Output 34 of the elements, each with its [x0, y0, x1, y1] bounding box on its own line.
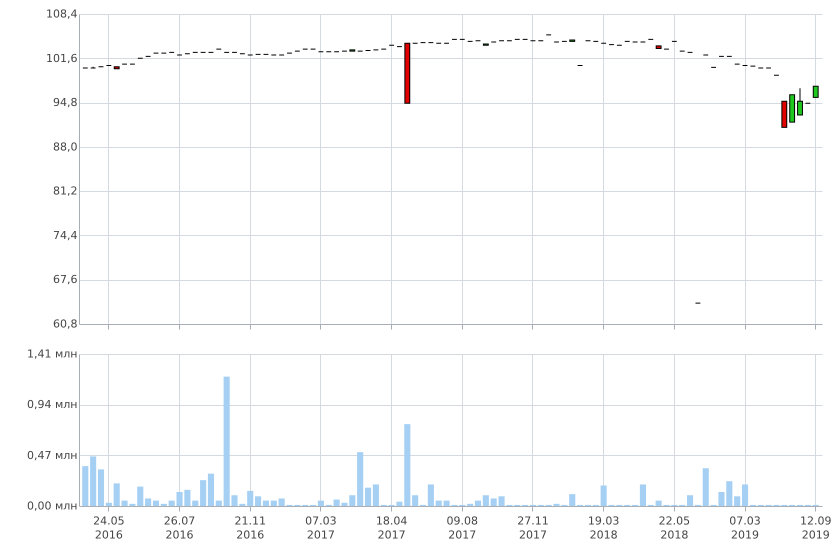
x-tick-label: 26.07 2016 [164, 514, 196, 542]
bar [474, 500, 482, 506]
bar [152, 500, 160, 506]
y-tick-label: 94,8 [53, 96, 78, 110]
bar [364, 488, 372, 506]
candlestick [797, 88, 803, 116]
y-tick-label: 0,00 млн [26, 500, 78, 512]
y-tick-label: 60,8 [53, 318, 78, 330]
bar [718, 492, 725, 506]
x-tick-label: 12.09 2019 [800, 514, 832, 542]
x-tick-label: 27.11 2017 [517, 514, 549, 542]
bar [176, 492, 183, 506]
x-tick-label: 07.03 2017 [305, 514, 337, 542]
y-tick-label: 81,2 [53, 184, 78, 198]
y-tick-label: 88,0 [53, 140, 78, 154]
x-tick-label: 18.04 2017 [376, 514, 408, 542]
y-tick-label: 1,41 млн [26, 348, 78, 360]
bar [341, 502, 348, 506]
y-tick-label: 74,4 [53, 228, 78, 242]
bar [742, 484, 748, 506]
y-tick-label: 67,6 [53, 273, 78, 286]
x-tick-label: 24.05 2016 [93, 514, 125, 542]
y-tick-label: 0,47 млн [26, 448, 78, 462]
candlestick [812, 86, 819, 98]
y-tick-label: 108,4 [46, 8, 78, 20]
bar [98, 469, 104, 506]
y-tick-label: 0,94 млн [26, 398, 78, 412]
x-tick-label: 09.08 2017 [446, 514, 478, 542]
y-tick-label: 101,6 [46, 52, 78, 65]
x-tick-label: 21.11 2016 [234, 514, 266, 542]
x-tick-label: 22.05 2018 [658, 514, 690, 542]
x-tick-label: 19.03 2018 [588, 514, 620, 542]
bar [231, 495, 238, 506]
x-tick-label: 07.03 2019 [729, 514, 761, 542]
